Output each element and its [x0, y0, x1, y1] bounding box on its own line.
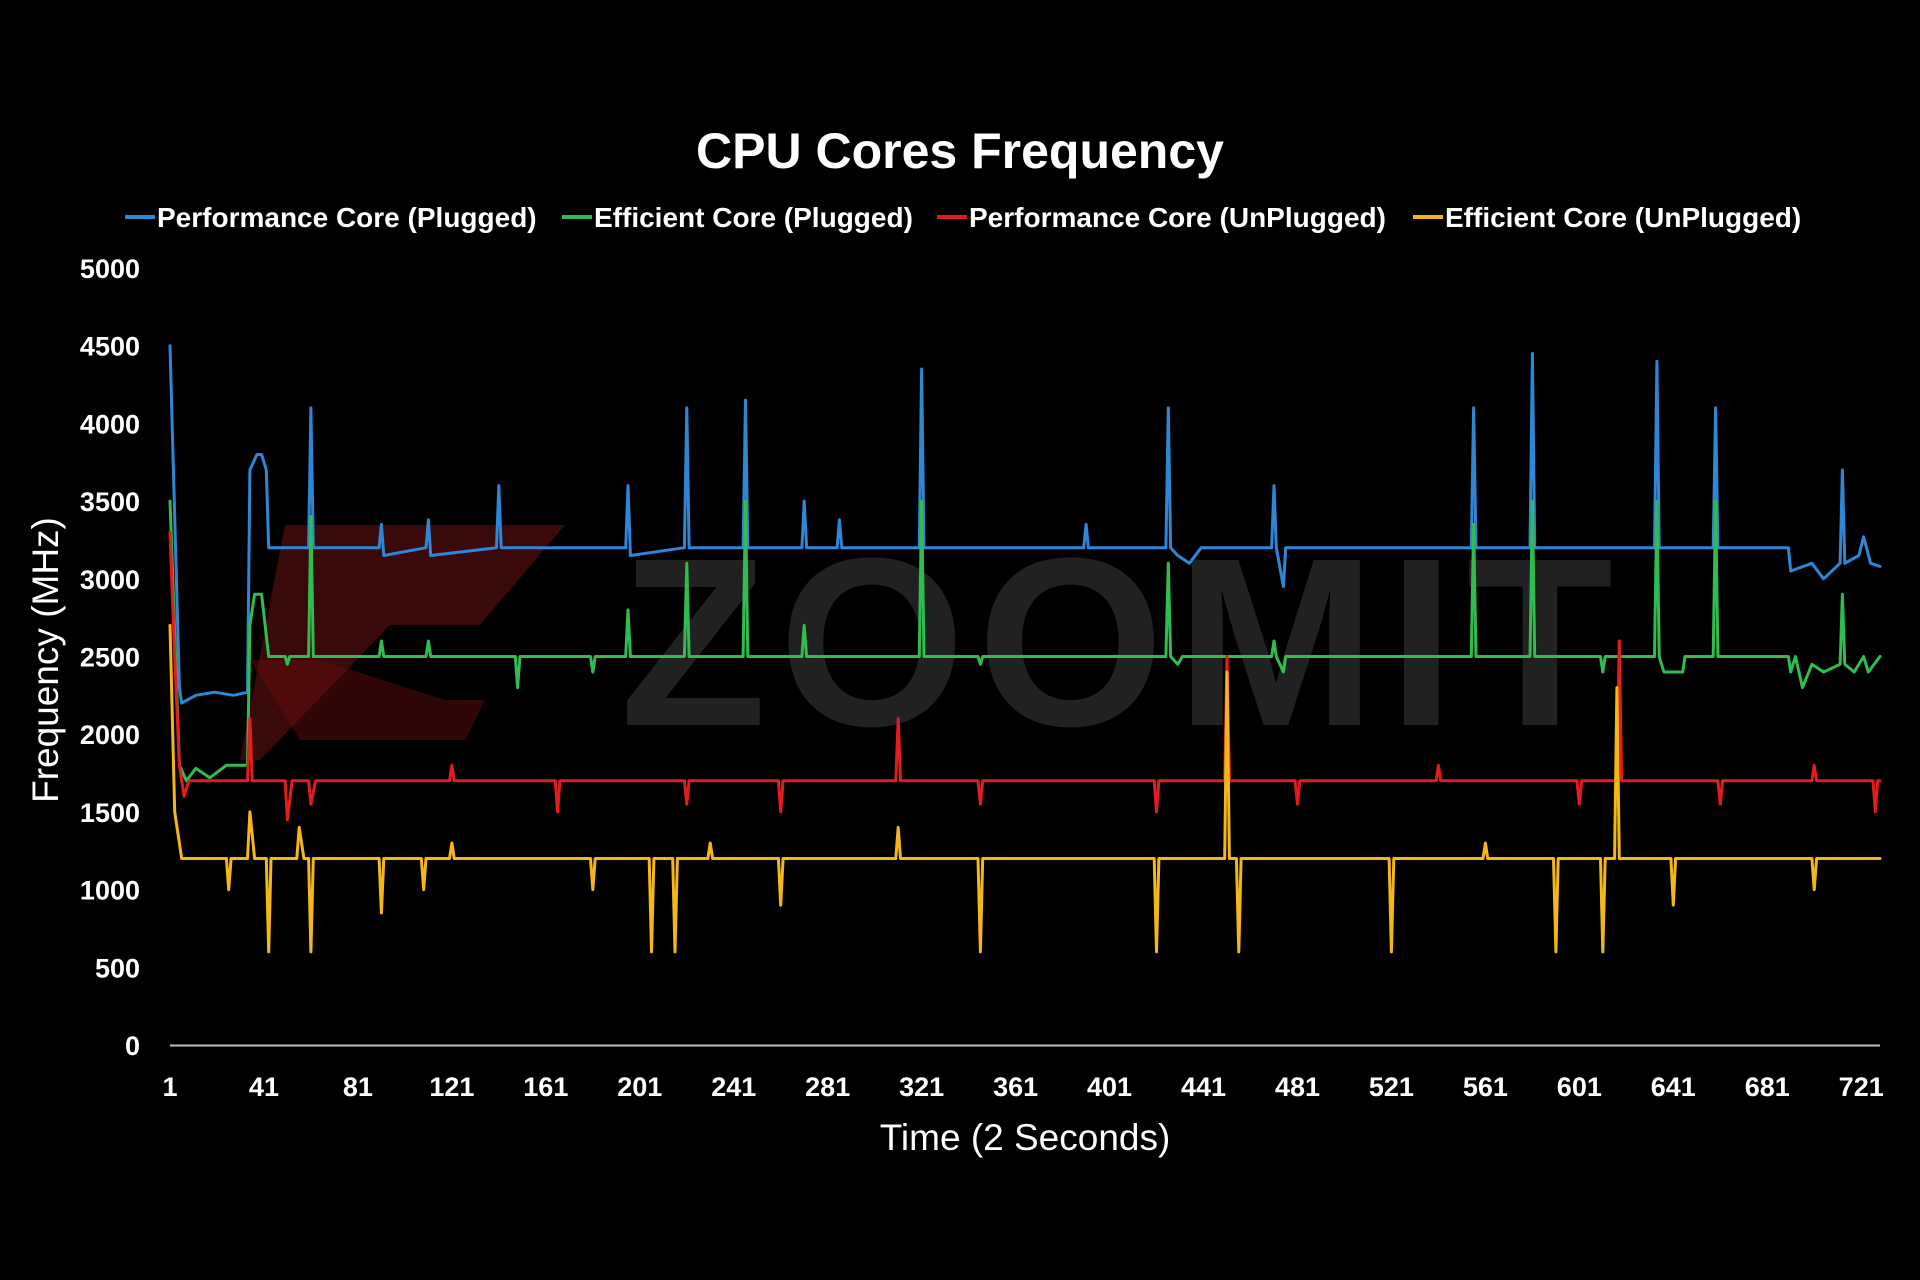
- x-tick-label: 721: [1839, 1072, 1884, 1102]
- y-tick-label: 1500: [80, 798, 140, 828]
- watermark-z-mark-lower: [250, 660, 485, 740]
- legend-label: Efficient Core (UnPlugged): [1445, 202, 1801, 233]
- x-tick-label: 281: [805, 1072, 850, 1102]
- y-axis-ticks: 0 500 1000 1500 2000 2500 3000 3500 4000 4500 5000: [80, 254, 140, 1061]
- x-axis-ticks: 1 41 81 121 161 201 241 281 321 361 401 441 481 521 56…: [162, 1072, 1883, 1102]
- x-tick-label: 201: [617, 1072, 662, 1102]
- x-tick-label: 41: [249, 1072, 279, 1102]
- series-efficient-plugged: [168, 499, 1882, 783]
- y-tick-label: 2500: [80, 643, 140, 673]
- legend-item: Performance Core (Plugged): [125, 202, 537, 233]
- x-tick-label: 1: [162, 1072, 177, 1102]
- legend-label: Performance Core (Plugged): [157, 202, 537, 233]
- x-tick-label: 121: [429, 1072, 474, 1102]
- legend-item: Efficient Core (UnPlugged): [1413, 202, 1801, 233]
- x-tick-label: 241: [711, 1072, 756, 1102]
- x-tick-label: 321: [899, 1072, 944, 1102]
- watermark-z-mark: [240, 525, 565, 760]
- watermark-logo: ZOOMIT: [240, 508, 1625, 776]
- y-tick-label: 5000: [80, 254, 140, 284]
- series-performance-plugged: [168, 344, 1882, 705]
- y-tick-label: 4500: [80, 332, 140, 362]
- x-tick-label: 361: [993, 1072, 1038, 1102]
- x-tick-label: 561: [1463, 1072, 1508, 1102]
- legend-label: Efficient Core (Plugged): [594, 202, 913, 233]
- series-lines: [168, 344, 1882, 954]
- x-tick-label: 441: [1181, 1072, 1226, 1102]
- legend: Performance Core (Plugged) Efficient Core…: [125, 202, 1801, 233]
- series-performance-unplugged: [168, 530, 1882, 822]
- x-tick-label: 81: [343, 1072, 373, 1102]
- x-tick-label: 161: [523, 1072, 568, 1102]
- x-tick-label: 401: [1087, 1072, 1132, 1102]
- y-tick-label: 0: [125, 1031, 140, 1061]
- x-tick-label: 521: [1369, 1072, 1414, 1102]
- y-axis-label: Frequency (MHz): [25, 517, 66, 803]
- legend-label: Performance Core (UnPlugged): [969, 202, 1386, 233]
- chart-title: CPU Cores Frequency: [696, 123, 1224, 179]
- y-tick-label: 4000: [80, 409, 140, 439]
- legend-item: Performance Core (UnPlugged): [937, 202, 1386, 233]
- series-efficient-unplugged: [168, 623, 1882, 954]
- legend-item: Efficient Core (Plugged): [562, 202, 913, 233]
- x-tick-label: 641: [1651, 1072, 1696, 1102]
- x-tick-label: 681: [1745, 1072, 1790, 1102]
- y-tick-label: 2000: [80, 720, 140, 750]
- x-axis-label: Time (2 Seconds): [880, 1117, 1171, 1158]
- x-tick-label: 601: [1557, 1072, 1602, 1102]
- x-tick-label: 481: [1275, 1072, 1320, 1102]
- y-tick-label: 3500: [80, 487, 140, 517]
- watermark-text: ZOOMIT: [620, 508, 1625, 776]
- y-tick-label: 1000: [80, 876, 140, 906]
- y-tick-label: 500: [95, 953, 140, 983]
- y-tick-label: 3000: [80, 565, 140, 595]
